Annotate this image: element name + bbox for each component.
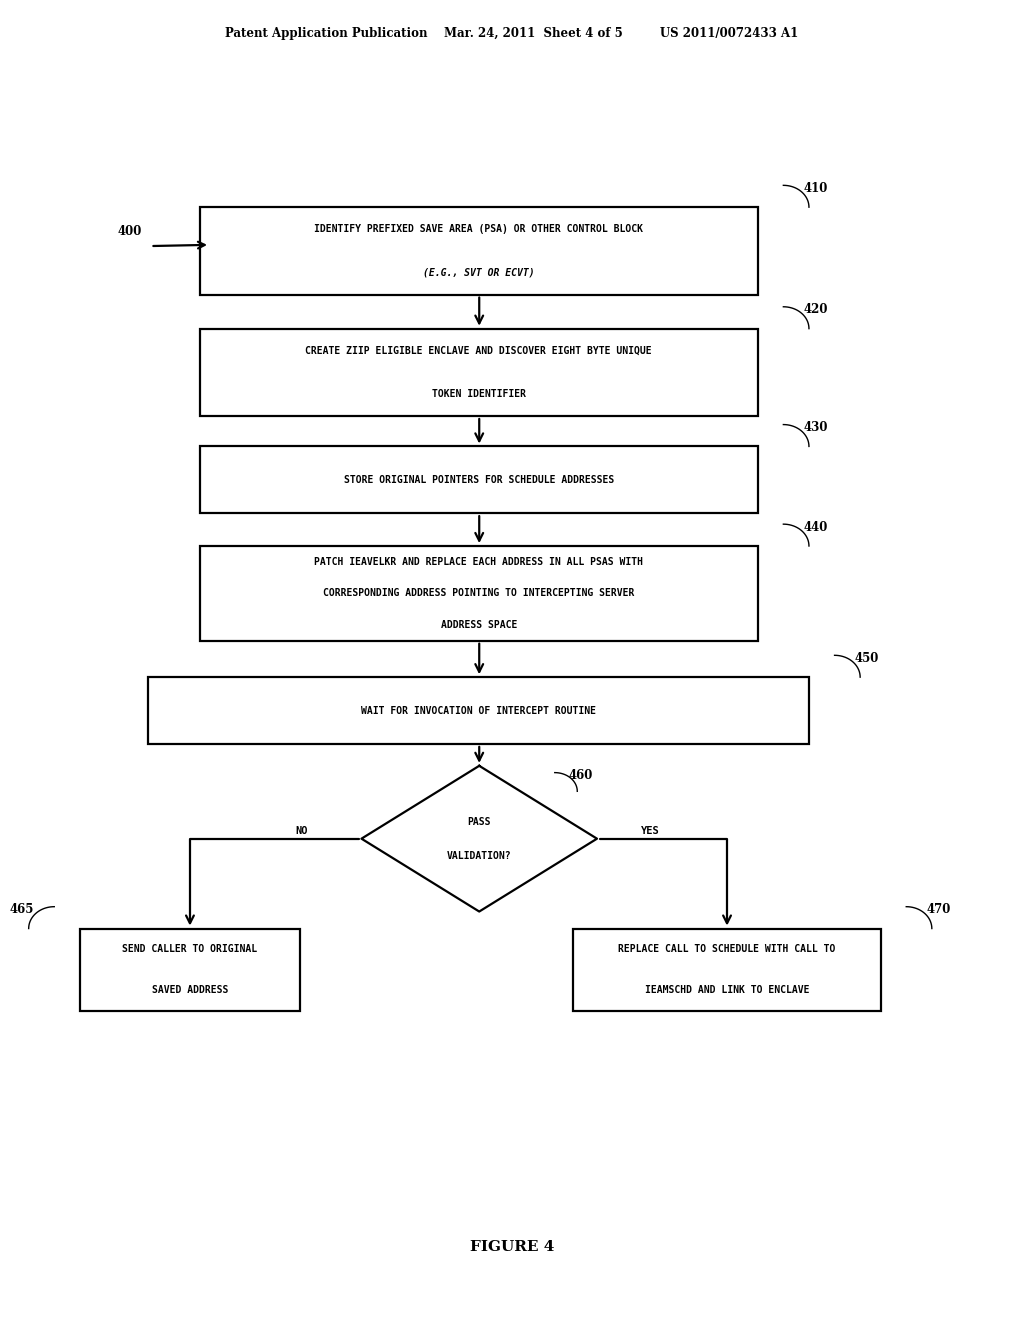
Bar xyxy=(80,928,300,1011)
Text: REPLACE CALL TO SCHEDULE WITH CALL TO: REPLACE CALL TO SCHEDULE WITH CALL TO xyxy=(618,944,836,954)
Bar xyxy=(200,207,758,294)
Text: SAVED ADDRESS: SAVED ADDRESS xyxy=(152,986,228,995)
Text: 465: 465 xyxy=(9,903,34,916)
Text: 440: 440 xyxy=(804,521,828,533)
Text: STORE ORIGINAL POINTERS FOR SCHEDULE ADDRESSES: STORE ORIGINAL POINTERS FOR SCHEDULE ADD… xyxy=(344,475,613,484)
Text: NO: NO xyxy=(296,826,308,837)
Text: PATCH IEAVELKR AND REPLACE EACH ADDRESS IN ALL PSAS WITH: PATCH IEAVELKR AND REPLACE EACH ADDRESS … xyxy=(314,557,643,566)
Bar xyxy=(148,677,809,744)
Bar xyxy=(200,329,758,416)
Text: FIGURE 4: FIGURE 4 xyxy=(470,1241,554,1254)
Text: WAIT FOR INVOCATION OF INTERCEPT ROUTINE: WAIT FOR INVOCATION OF INTERCEPT ROUTINE xyxy=(361,706,596,715)
Text: 420: 420 xyxy=(804,304,828,317)
Text: (E.G., SVT OR ECVT): (E.G., SVT OR ECVT) xyxy=(423,268,535,277)
Bar xyxy=(200,446,758,513)
Text: ADDRESS SPACE: ADDRESS SPACE xyxy=(440,620,517,630)
Text: CORRESPONDING ADDRESS POINTING TO INTERCEPTING SERVER: CORRESPONDING ADDRESS POINTING TO INTERC… xyxy=(323,589,635,598)
Bar xyxy=(200,546,758,640)
Text: 430: 430 xyxy=(804,421,828,434)
Text: Patent Application Publication    Mar. 24, 2011  Sheet 4 of 5         US 2011/00: Patent Application Publication Mar. 24, … xyxy=(225,26,799,40)
Text: VALIDATION?: VALIDATION? xyxy=(446,850,512,861)
Text: 450: 450 xyxy=(855,652,880,665)
Text: 410: 410 xyxy=(804,182,828,195)
Text: PASS: PASS xyxy=(468,817,490,826)
Text: IEAMSCHD AND LINK TO ENCLAVE: IEAMSCHD AND LINK TO ENCLAVE xyxy=(645,986,809,995)
Text: IDENTIFY PREFIXED SAVE AREA (PSA) OR OTHER CONTROL BLOCK: IDENTIFY PREFIXED SAVE AREA (PSA) OR OTH… xyxy=(314,224,643,234)
Text: CREATE ZIIP ELIGIBLE ENCLAVE AND DISCOVER EIGHT BYTE UNIQUE: CREATE ZIIP ELIGIBLE ENCLAVE AND DISCOVE… xyxy=(305,346,652,355)
Polygon shape xyxy=(361,766,597,912)
Text: YES: YES xyxy=(641,826,659,837)
Text: TOKEN IDENTIFIER: TOKEN IDENTIFIER xyxy=(432,389,525,399)
Text: SEND CALLER TO ORIGINAL: SEND CALLER TO ORIGINAL xyxy=(123,944,257,954)
Text: 460: 460 xyxy=(568,768,593,781)
Bar xyxy=(573,928,881,1011)
Text: 400: 400 xyxy=(118,224,142,238)
Text: 470: 470 xyxy=(927,903,951,916)
